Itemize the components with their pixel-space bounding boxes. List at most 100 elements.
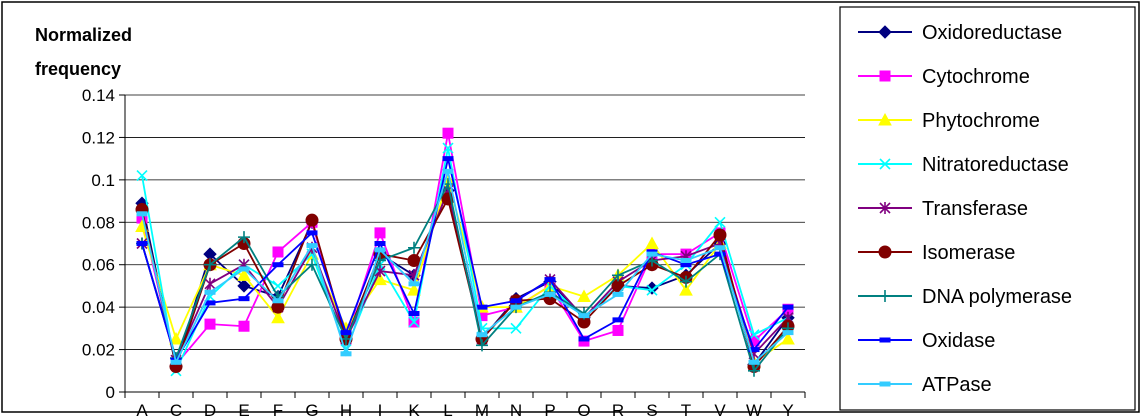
x-tick-label: P	[544, 401, 555, 416]
legend-item: Cytochrome	[858, 66, 1030, 88]
data-point	[408, 241, 420, 254]
data-point	[272, 246, 284, 258]
data-point	[748, 359, 760, 365]
legend-item: DNA polymerase	[858, 286, 1072, 308]
data-point	[136, 211, 148, 217]
data-point	[544, 291, 556, 297]
series-line	[141, 171, 789, 365]
x-tick-label: R	[612, 401, 624, 416]
legend-label: Nitratoreductase	[922, 154, 1069, 176]
data-point	[271, 310, 285, 324]
legend-item: Nitratoreductase	[858, 154, 1069, 176]
data-point	[781, 331, 795, 345]
data-point	[374, 241, 386, 246]
legend-marker	[878, 25, 892, 39]
legend-marker	[878, 245, 892, 259]
data-point	[476, 332, 488, 338]
data-point	[645, 236, 659, 249]
x-tick-label: W	[746, 401, 762, 416]
data-point	[204, 289, 216, 295]
x-tick-label: G	[305, 401, 318, 416]
x-tick-label: S	[646, 401, 657, 416]
data-point	[272, 262, 284, 268]
legend-items: Oxidoreductase Cytochrome Phytochrome Nitra…	[858, 22, 1072, 396]
x-tick-label: L	[443, 401, 452, 416]
legend-item: Transferase	[858, 198, 1028, 220]
y-tick-label: 0.06	[82, 256, 115, 275]
x-tick-label: H	[340, 401, 352, 416]
data-point	[714, 245, 726, 251]
data-point	[544, 277, 556, 283]
legend-marker	[879, 381, 891, 387]
series-line	[141, 158, 789, 363]
legend-marker	[879, 290, 891, 302]
data-point	[238, 231, 250, 244]
legend-item: Phytochrome	[858, 110, 1040, 132]
legend-item: Oxidoreductase	[858, 22, 1062, 44]
data-point	[204, 318, 216, 330]
data-point	[646, 251, 658, 257]
data-point	[510, 304, 522, 310]
data-point	[407, 253, 421, 267]
data-point	[238, 320, 250, 332]
series	[136, 168, 794, 365]
data-point	[238, 296, 250, 302]
y-tick-label: 0.08	[82, 213, 115, 232]
y-tick-label: 0	[106, 383, 115, 402]
data-point	[408, 281, 420, 287]
legend-marker	[878, 112, 892, 126]
legend-label: Cytochrome	[922, 66, 1030, 88]
y-tick-label: 0.02	[82, 341, 115, 360]
legend-label: Transferase	[922, 198, 1028, 220]
data-point	[169, 331, 183, 345]
data-point	[748, 335, 760, 347]
data-point	[578, 336, 590, 342]
x-tick-label: Q	[577, 401, 590, 416]
data-point	[374, 227, 386, 239]
legend-marker	[879, 70, 891, 82]
x-tick-label: M	[475, 401, 489, 416]
data-point	[442, 142, 454, 154]
x-tick-label: K	[408, 401, 420, 416]
data-point	[442, 156, 454, 162]
data-point	[306, 258, 318, 271]
legend: Oxidoreductase Cytochrome Phytochrome Nitra…	[839, 6, 1136, 411]
data-point	[680, 275, 692, 288]
gridlines	[125, 94, 805, 350]
data-point	[646, 284, 658, 296]
data-point	[237, 268, 251, 281]
data-point	[408, 316, 420, 328]
data-point	[306, 230, 318, 236]
data-point	[170, 359, 182, 365]
legend-marker	[879, 158, 891, 170]
data-point	[748, 347, 760, 353]
data-point	[442, 127, 454, 139]
data-point	[679, 283, 693, 296]
y-axis-ticks: 0 0.02 0.04 0.06 0.08 0.1 0.12 0.14	[82, 86, 125, 402]
data-point	[408, 311, 420, 317]
data-point	[510, 322, 522, 334]
data-point	[305, 213, 319, 227]
y-tick-label: 0.1	[91, 171, 115, 190]
data-point	[204, 277, 216, 290]
x-tick-label: A	[136, 401, 148, 416]
x-tick-label: D	[204, 401, 216, 416]
series-line	[141, 133, 789, 367]
data-point	[782, 304, 794, 310]
data-point	[136, 241, 148, 246]
y-axis-title-line-1: Normalized	[35, 25, 132, 45]
legend-label: Oxidoreductase	[922, 22, 1062, 44]
data-point	[680, 257, 692, 263]
x-tick-label: V	[714, 401, 726, 416]
x-tick-label: C	[170, 401, 182, 416]
data-point	[136, 170, 148, 182]
data-point	[238, 266, 250, 272]
legend-label: DNA polymerase	[922, 286, 1072, 308]
data-point	[714, 216, 726, 228]
data-point	[714, 251, 726, 257]
data-point	[272, 298, 284, 304]
x-tick-label: Y	[782, 401, 793, 416]
data-point	[340, 330, 352, 336]
data-point	[680, 262, 692, 268]
